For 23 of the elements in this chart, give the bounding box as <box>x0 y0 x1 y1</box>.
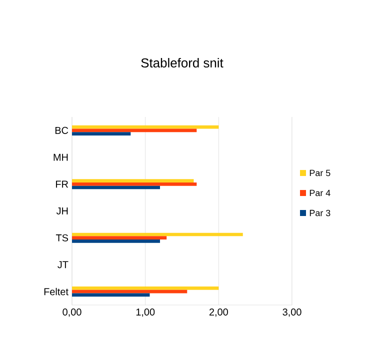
chart-title: Stableford snit <box>141 58 224 68</box>
bar <box>72 179 194 182</box>
y-tick-label: BC <box>55 126 68 134</box>
x-tick-label: 2,00 <box>209 308 228 317</box>
x-tick-label: 3,00 <box>282 308 302 317</box>
y-tick-label: MH <box>54 154 68 161</box>
x-tick-label: 1,00 <box>136 308 155 317</box>
y-tick-label: FR <box>56 180 68 188</box>
bar <box>72 132 131 136</box>
bar <box>72 286 219 290</box>
bar <box>72 125 219 129</box>
bar <box>72 290 188 294</box>
bar <box>72 236 167 240</box>
y-tick-label: JT <box>58 261 68 268</box>
bar <box>72 240 160 243</box>
x-tick-label: 0,00 <box>62 308 82 317</box>
y-tick-label: Feltet <box>44 288 68 296</box>
legend-label: Par 5 <box>310 170 330 176</box>
y-tick-label: JH <box>56 208 68 214</box>
legend-label: Par 4 <box>310 190 330 196</box>
legend-label: Par 3 <box>310 210 330 216</box>
bar <box>72 182 197 186</box>
y-tick-label: TS <box>56 234 68 242</box>
